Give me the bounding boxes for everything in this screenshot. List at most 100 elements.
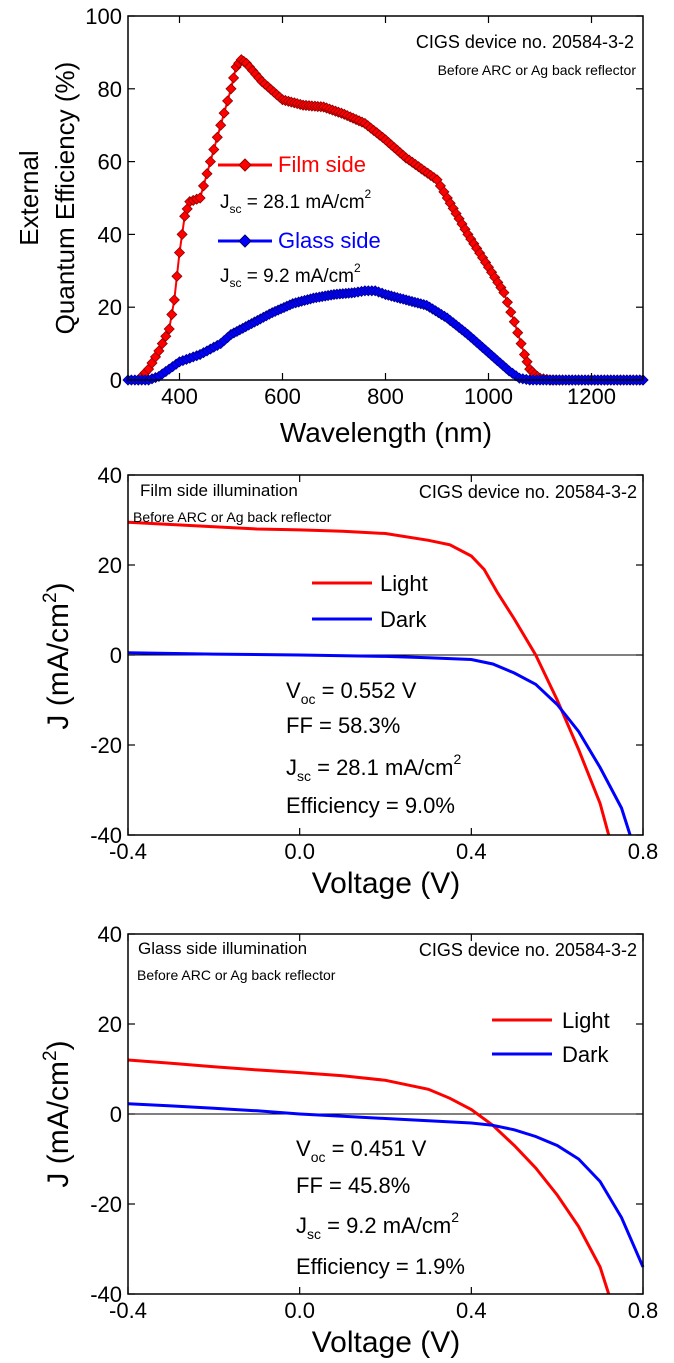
eqe-legend-film-jsc: Jsc = 28.1 mA/cm2 bbox=[220, 187, 372, 216]
eqe-series-layer bbox=[122, 54, 649, 386]
eqe-series-film-side-point bbox=[201, 168, 213, 180]
eqe-y-tick-label: 20 bbox=[98, 295, 122, 320]
eqe-series-film-side-point bbox=[515, 338, 527, 350]
jv-glass-voc-v: V bbox=[296, 1136, 311, 1161]
jv-film-legend-dark-label: Dark bbox=[380, 607, 427, 632]
jv-film-y-label-sup: 2 bbox=[40, 592, 61, 603]
jv-film-x-axis-label: Voltage (V) bbox=[312, 867, 460, 900]
jv-glass-voc: Voc = 0.451 V bbox=[296, 1136, 427, 1165]
jv-film-annotation-device: CIGS device no. 20584-3-2 bbox=[419, 482, 637, 502]
jv-glass-y-tick-label: 0 bbox=[110, 1102, 122, 1127]
eqe-series-film-side-point bbox=[156, 338, 168, 350]
jv-film-jsc-value: = 28.1 mA/cm bbox=[311, 755, 453, 780]
eqe-x-tick-label: 400 bbox=[161, 384, 198, 409]
eqe-legend-glass-label: Glass side bbox=[278, 228, 381, 253]
jv-glass-ticks: -0.4 0.0 0.4 0.8 -40 -20 0 20 40 bbox=[90, 922, 658, 1323]
jv-glass-ff: FF = 45.8% bbox=[296, 1173, 410, 1198]
eqe-legend-glass-marker bbox=[238, 234, 252, 248]
eqe-glass-jsc-sup: 2 bbox=[354, 261, 361, 275]
eqe-film-jsc-sub: sc bbox=[230, 202, 242, 216]
jv-film-y-tick-label: 40 bbox=[98, 463, 122, 488]
eqe-series-film-side-point bbox=[166, 308, 178, 321]
eqe-glass-jsc-j: J bbox=[220, 266, 230, 287]
eqe-series-film-side-point bbox=[204, 156, 216, 168]
jv-glass-x-tick-label: 0.8 bbox=[628, 1298, 659, 1323]
eqe-x-tick-label: 1000 bbox=[464, 384, 513, 409]
jv-film-y-axis-label: J (mA/cm2) bbox=[40, 582, 75, 729]
jv-glass-voc-sub: oc bbox=[311, 1149, 326, 1165]
jv-film-chart: -0.4 0.0 0.4 0.8 -40 -20 0 20 40 Film side illum… bbox=[40, 463, 658, 900]
jv-glass-y-label-sup: 2 bbox=[40, 1050, 61, 1061]
jv-film-y-tick-label: 20 bbox=[98, 553, 122, 578]
jv-glass-annotation-illumination: Glass side illumination bbox=[138, 939, 307, 958]
eqe-y-tick-label: 100 bbox=[85, 4, 122, 29]
eqe-annotation-arc: Before ARC or Ag back reflector bbox=[438, 62, 637, 78]
eqe-series-film-side-point bbox=[508, 316, 520, 328]
jv-glass-jsc-sup: 2 bbox=[451, 1209, 459, 1225]
eqe-series-film-side-point bbox=[208, 143, 220, 156]
eqe-series-film-side-point bbox=[512, 327, 524, 339]
eqe-y-tick-label: 40 bbox=[98, 222, 122, 247]
jv-glass-y-label-main: J (mA/cm bbox=[42, 1061, 75, 1188]
jv-film-y-tick-label: 0 bbox=[110, 643, 122, 668]
eqe-series-film-side-point bbox=[228, 72, 240, 84]
jv-film-y-label-close: ) bbox=[42, 582, 75, 592]
eqe-y-axis-label-line2: Quantum Efficiency (%) bbox=[50, 62, 80, 335]
jv-glass-chart: -0.4 0.0 0.4 0.8 -40 -20 0 20 40 Glass side illu… bbox=[40, 922, 658, 1359]
eqe-legend-glass-jsc: Jsc = 9.2 mA/cm2 bbox=[220, 261, 361, 290]
jv-glass-jsc-value: = 9.2 mA/cm bbox=[321, 1213, 451, 1238]
eqe-series-glass-side-line bbox=[128, 289, 643, 381]
eqe-film-jsc-sup: 2 bbox=[365, 187, 372, 201]
eqe-y-axis-label-line1: External bbox=[14, 150, 44, 245]
jv-glass-x-tick-label: -0.4 bbox=[109, 1298, 147, 1323]
eqe-glass-jsc-value: = 9.2 mA/cm bbox=[242, 266, 354, 287]
jv-film-y-label-main: J (mA/cm bbox=[42, 603, 75, 730]
jv-glass-voc-value: = 0.451 V bbox=[325, 1136, 426, 1161]
jv-film-series-dark-line bbox=[127, 651, 632, 836]
jv-film-voc: Voc = 0.552 V bbox=[286, 678, 417, 707]
eqe-series-film-side-point bbox=[194, 192, 206, 204]
jv-glass-x-tick-label: 0.4 bbox=[456, 1298, 487, 1323]
jv-glass-legend-light-label: Light bbox=[562, 1008, 610, 1033]
eqe-series-film-side-point bbox=[163, 323, 175, 335]
jv-glass-y-axis-label: J (mA/cm2) bbox=[40, 1040, 75, 1187]
jv-film-eff: Efficiency = 9.0% bbox=[286, 793, 455, 818]
eqe-x-axis-label: Wavelength (nm) bbox=[280, 417, 492, 448]
eqe-x-tick-label: 1200 bbox=[567, 384, 616, 409]
jv-glass-x-axis-label: Voltage (V) bbox=[312, 1326, 460, 1359]
eqe-series-film-side-point bbox=[225, 83, 237, 95]
jv-film-x-tick-label: -0.4 bbox=[109, 839, 147, 864]
jv-glass-jsc-j: J bbox=[296, 1213, 307, 1238]
eqe-film-jsc-value: = 28.1 mA/cm bbox=[242, 192, 365, 213]
eqe-x-tick-label: 800 bbox=[367, 384, 404, 409]
eqe-legend-film-label: Film side bbox=[278, 152, 366, 177]
eqe-series-film-side-line bbox=[137, 58, 643, 381]
eqe-series-film-side-point bbox=[218, 107, 230, 119]
jv-film-y-tick-label: -20 bbox=[90, 733, 122, 758]
jv-glass-y-tick-label: -40 bbox=[90, 1282, 122, 1307]
eqe-series-film-side-point bbox=[153, 345, 165, 357]
jv-film-annotation-arc: Before ARC or Ag back reflector bbox=[133, 509, 332, 525]
jv-glass-y-tick-label: -20 bbox=[90, 1192, 122, 1217]
eqe-legend-film-marker bbox=[238, 158, 252, 172]
jv-glass-series-light-line bbox=[127, 1058, 611, 1295]
jv-glass-y-tick-label: 40 bbox=[98, 922, 122, 947]
eqe-x-tick-label: 600 bbox=[264, 384, 301, 409]
jv-film-jsc: Jsc = 28.1 mA/cm2 bbox=[286, 751, 461, 784]
jv-film-legend-light-label: Light bbox=[380, 571, 428, 596]
jv-film-voc-value: = 0.552 V bbox=[315, 678, 416, 703]
eqe-series-film-side-point bbox=[211, 131, 223, 143]
jv-glass-jsc: Jsc = 9.2 mA/cm2 bbox=[296, 1209, 459, 1242]
jv-film-series-layer bbox=[127, 520, 632, 836]
jv-glass-jsc-sub: sc bbox=[307, 1226, 321, 1242]
eqe-series-film-side-point bbox=[171, 270, 183, 282]
eqe-ticks: 400 600 800 1000 1200 0 20 40 60 80 100 bbox=[85, 4, 643, 409]
eqe-series-film-side-point bbox=[197, 180, 210, 192]
jv-film-x-tick-label: 0.0 bbox=[284, 839, 315, 864]
eqe-film-jsc-j: J bbox=[220, 192, 230, 213]
jv-glass-annotation-arc: Before ARC or Ag back reflector bbox=[137, 967, 336, 983]
jv-glass-series-layer bbox=[127, 1058, 645, 1295]
jv-film-jsc-j: J bbox=[286, 755, 297, 780]
eqe-glass-jsc-sub: sc bbox=[230, 276, 242, 290]
eqe-series-film-side-point bbox=[215, 119, 227, 131]
